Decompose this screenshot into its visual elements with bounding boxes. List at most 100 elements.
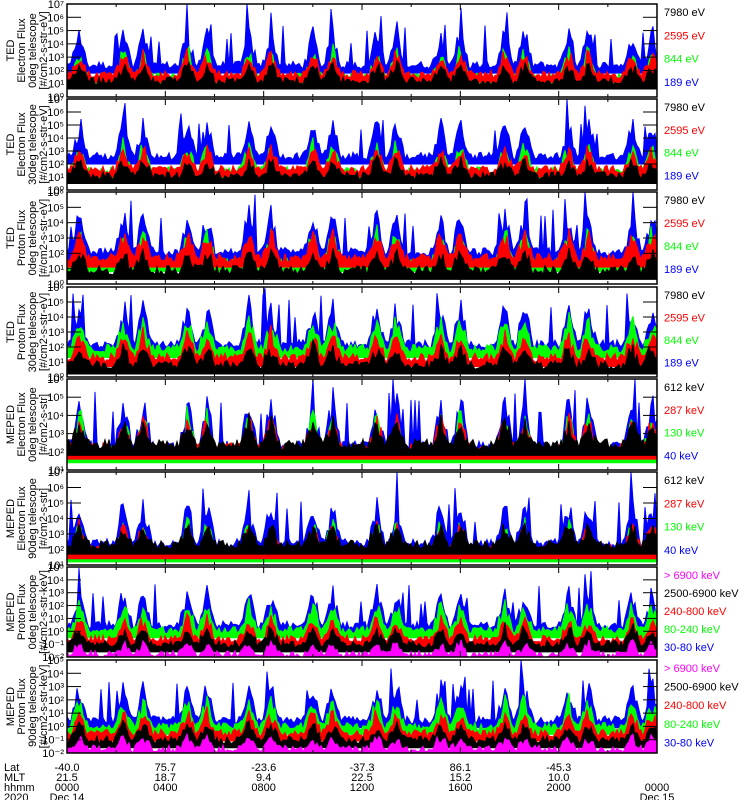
y-tick-label: 10⁶ (47, 187, 64, 199)
y-axis-label-line: MEPED (5, 499, 17, 538)
y-tick-label: 10⁻¹ (42, 735, 64, 747)
y-tick-label: 10³ (48, 682, 64, 694)
y-tick-label: 10⁶ (47, 483, 64, 495)
legend-entry: 287 keV (664, 405, 705, 417)
y-axis-label-line: [#/cm2-s-str-eV] (38, 293, 50, 371)
y-axis-label-line: MEPED (5, 592, 17, 631)
y-tick-label: 10⁶ (47, 12, 64, 24)
y-axis-label-line: TED (5, 321, 17, 343)
series-green-trace (67, 311, 657, 358)
y-axis-label-line: [#/cm2-s-str] (38, 488, 50, 549)
legend-entry: 40 keV (664, 545, 699, 557)
y-tick-label: 10⁻² (42, 748, 64, 760)
x-tick-label-hhmm: 0800 (251, 782, 275, 794)
legend-entry: > 6900 keV (664, 663, 721, 675)
legend-entry: 189 eV (664, 77, 700, 89)
y-axis-label-line: Electron Flux (16, 112, 28, 177)
legend-entry: 7980 eV (664, 195, 706, 207)
legend-entry: 40 keV (664, 450, 699, 462)
y-axis-label-line: [#/cm2-s-str-keV] (38, 665, 50, 749)
x-tick-label-lat: 86.1 (450, 762, 471, 774)
y-axis-label-line: Electron Flux (16, 392, 28, 457)
y-tick-label: 10² (48, 545, 64, 557)
series-red-trace (67, 228, 657, 268)
series-black-trace (67, 247, 657, 280)
y-tick-label: 10⁴ (47, 218, 64, 230)
y-tick-label: 10⁴ (47, 514, 64, 526)
series-blue-trace (67, 4, 657, 74)
legend-entry: 287 keV (664, 498, 705, 510)
y-tick-label: 10⁴ (47, 133, 64, 145)
legend-entry: 80-240 keV (664, 719, 721, 731)
y-axis-label: TED Proton Flux 0deg telescope [#/cm2-s-str… (5, 199, 50, 277)
y-axis-label-line: 0deg telescope (27, 575, 39, 650)
legend-entry: 2595 eV (664, 125, 706, 137)
x-tick-label-hhmm: 2000 (546, 782, 570, 794)
x-tick-label-hhmm: 0000 (55, 782, 79, 794)
y-tick-label: 10⁰ (47, 92, 64, 104)
series-blue-trace (67, 192, 657, 262)
legend-entry: 30-80 keV (664, 737, 715, 749)
y-axis-label-line: [#/cm2-s-str-eV] (38, 11, 50, 89)
y-tick-label: 10³ (48, 588, 64, 600)
legend-entry: 2595 eV (664, 218, 706, 230)
y-tick-label: 10⁵ (47, 202, 64, 214)
y-axis-label-line: Electron Flux (16, 18, 28, 83)
x-tick-label-hhmm: 0000 (645, 782, 669, 794)
y-tick-label: 10¹ (48, 264, 64, 276)
panel-data (67, 472, 657, 563)
series-black-trace (67, 154, 657, 184)
x-row-label-year: 2020 (4, 792, 28, 800)
y-tick-label: 10¹ (48, 708, 64, 720)
legend-entry: 2595 eV (664, 30, 706, 42)
legend-entry: 612 keV (664, 382, 705, 394)
y-axis-label-line: TED (5, 39, 17, 61)
y-tick-label: 10⁰ (47, 721, 64, 733)
y-tick-label: 10² (48, 65, 64, 77)
y-tick-label: 10⁴ (47, 312, 64, 324)
panel-data (67, 99, 657, 184)
legend-entry: > 6900 keV (664, 570, 721, 582)
x-tick-label-mlt: 21.5 (56, 772, 77, 784)
legend-entry: 189 eV (664, 170, 700, 182)
y-tick-label: 10⁵ (47, 498, 64, 510)
y-axis-label-line: [#/cm2-s-str-keV] (38, 570, 50, 654)
legend-entry: 80-240 keV (664, 624, 721, 636)
y-axis-label-line: Electron Flux (16, 486, 28, 551)
legend-entry: 7980 eV (664, 102, 706, 114)
y-tick-label: 10⁰ (47, 185, 64, 197)
y-axis-label-line: 30deg telescope (27, 104, 39, 185)
y-tick-label: 10¹ (48, 560, 64, 572)
y-axis-label-line: 0deg telescope (27, 13, 39, 88)
legend-entry: 612 keV (664, 475, 705, 487)
y-tick-label: 10¹ (48, 465, 64, 477)
x-row-label-mlt: MLT (4, 772, 25, 784)
y-axis-label-line: TED (5, 133, 17, 155)
y-tick-label: 10⁵ (47, 120, 64, 132)
y-tick-label: 10⁶ (47, 374, 64, 386)
legend-entry: 130 keV (664, 428, 705, 440)
y-tick-label: 10⁷ (48, 467, 64, 479)
y-tick-label: 10⁴ (47, 410, 64, 422)
y-tick-label: 10⁰ (47, 626, 64, 638)
series-black-trace (67, 59, 657, 90)
y-tick-label: 10³ (48, 529, 64, 541)
x-tick-label-hhmm: 1600 (448, 782, 472, 794)
series-green-trace (67, 597, 657, 639)
y-tick-label: 10⁵ (47, 562, 64, 574)
legend-entry: 2500-6900 keV (664, 682, 739, 694)
y-axis-label: TED Electron Flux 0deg telescope [#/cm2-s-s… (5, 11, 50, 89)
x-tick-label-lat: -23.6 (251, 762, 276, 774)
legend-entry: 130 keV (664, 522, 705, 534)
series-blue-trace (67, 660, 657, 729)
series-black-trace (67, 521, 657, 555)
series-magenta-trace (67, 732, 657, 753)
legend-entry: 189 eV (664, 264, 700, 276)
y-tick-label: 10² (48, 447, 64, 459)
